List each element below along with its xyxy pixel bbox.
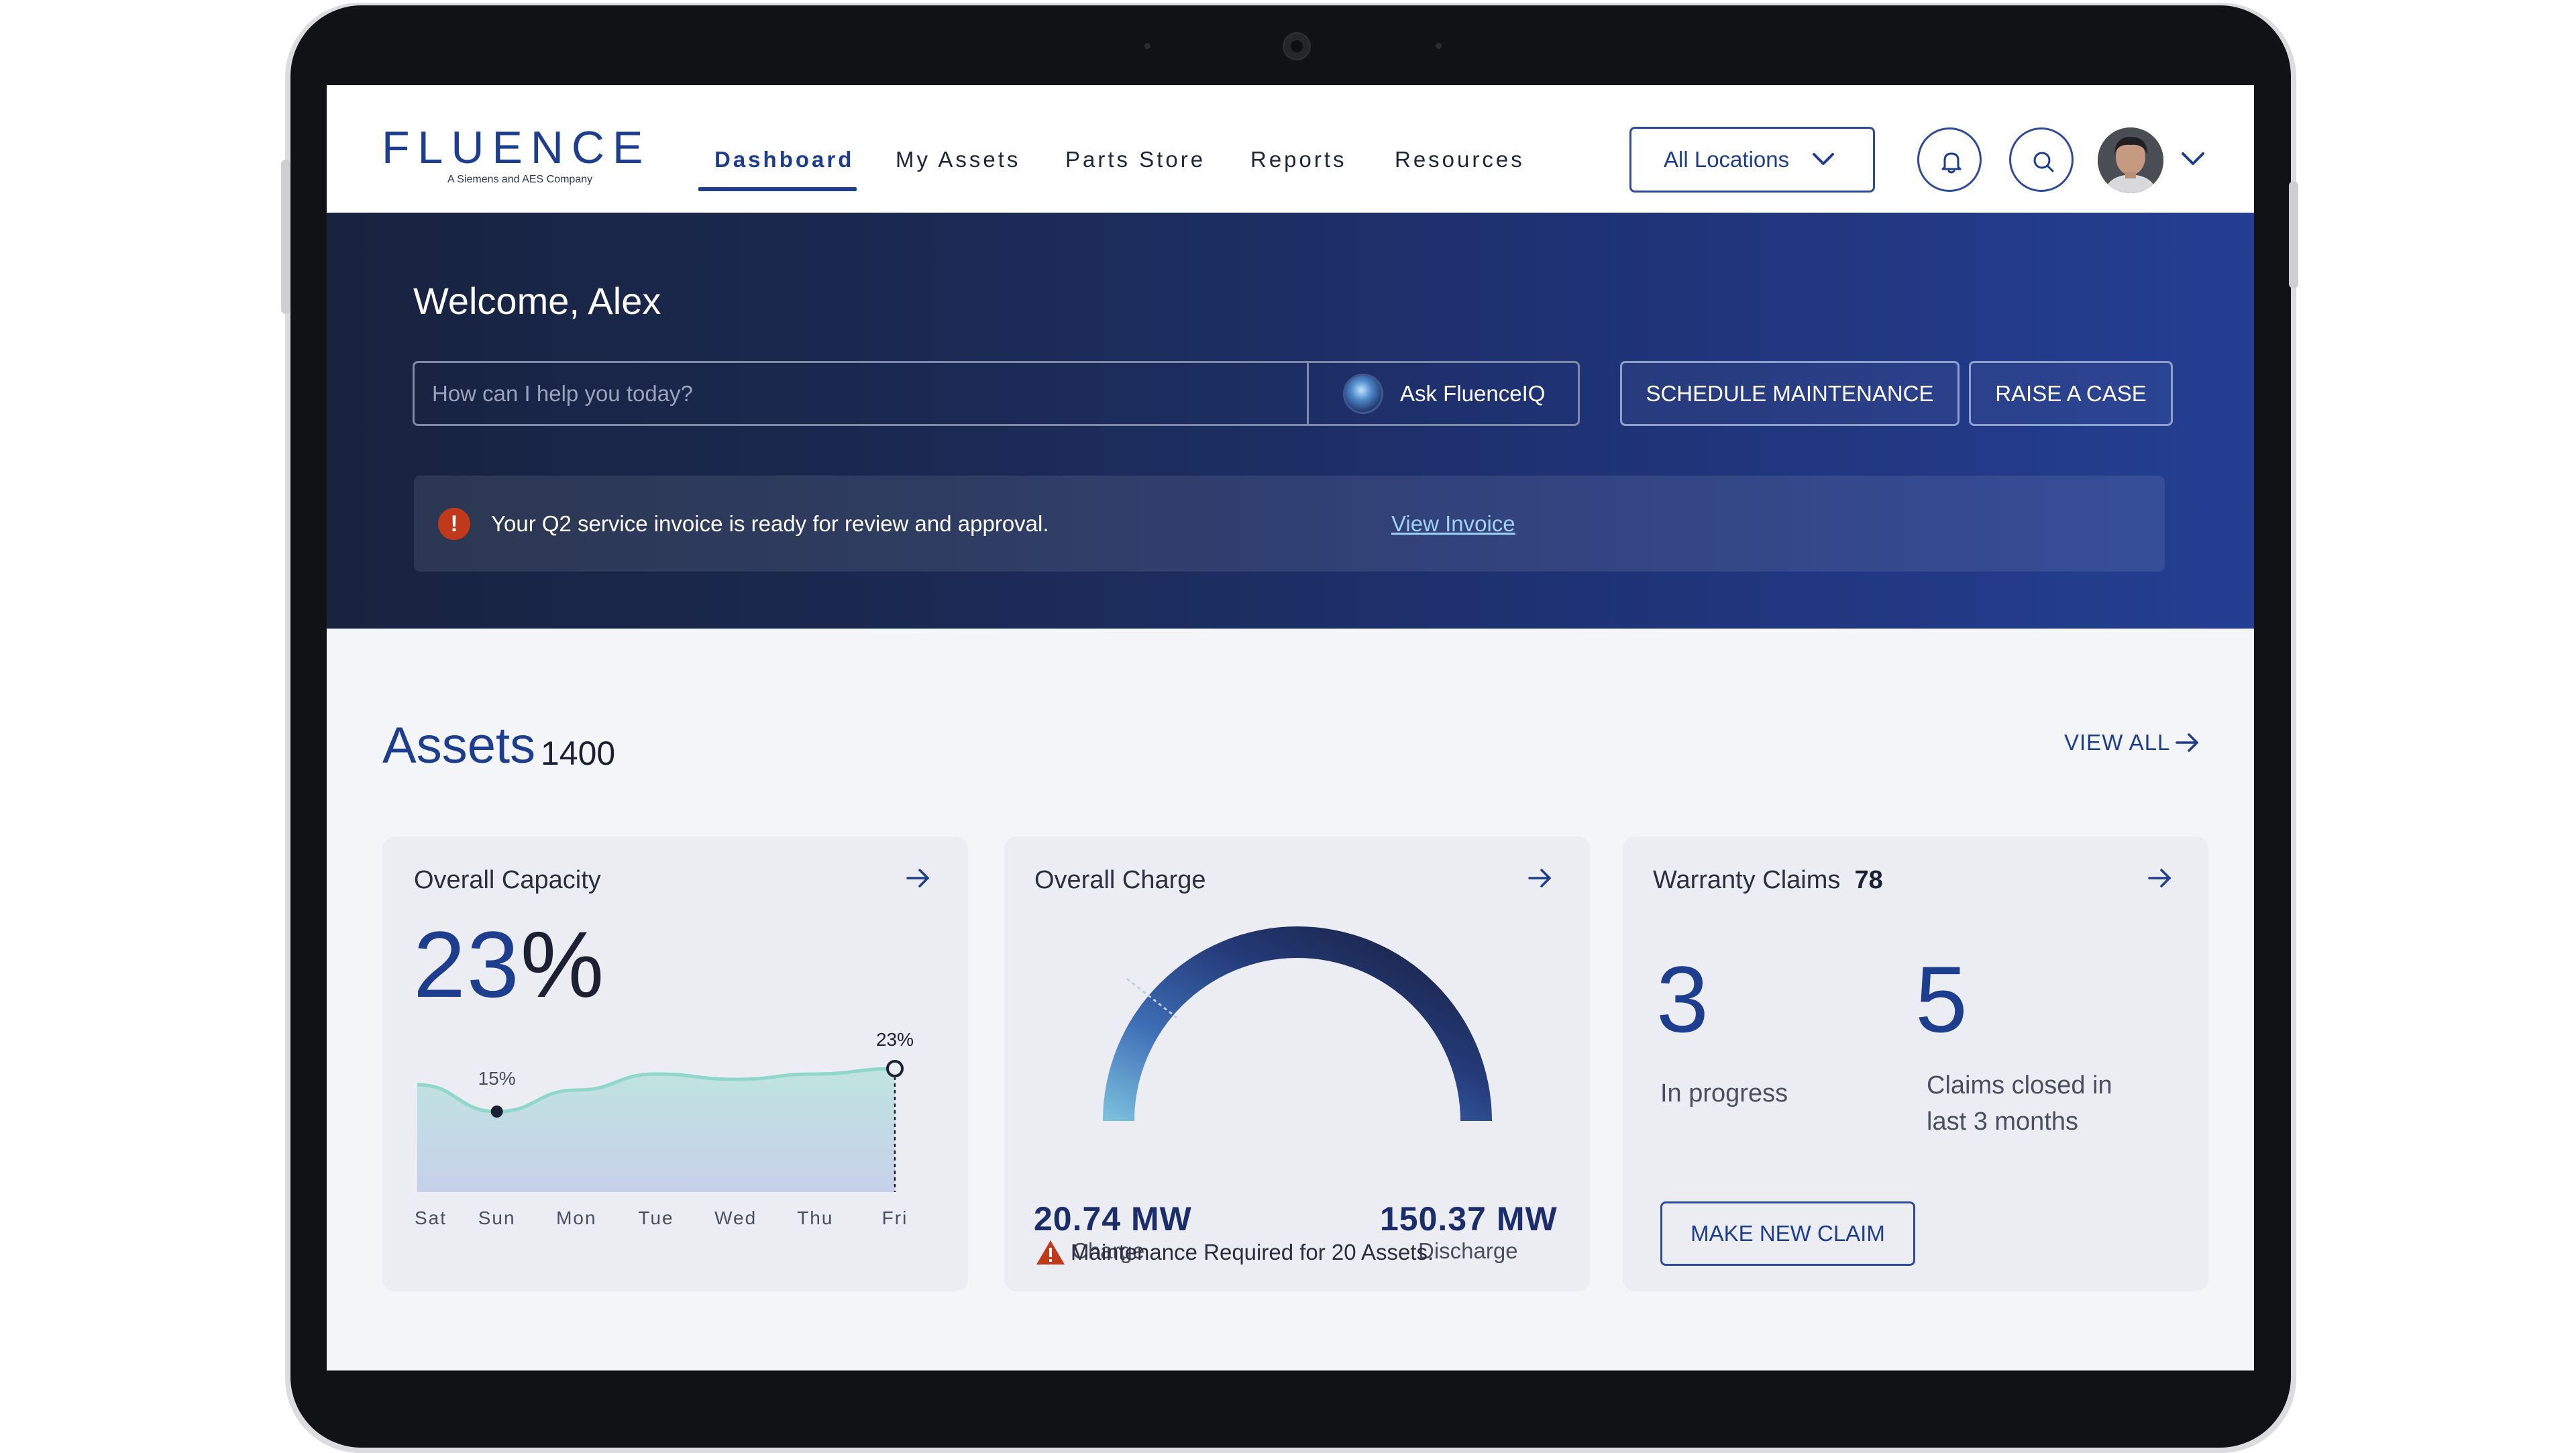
capacity-current-label: 23%: [876, 1029, 914, 1050]
nav-dashboard[interactable]: Dashboard: [714, 147, 855, 172]
capacity-value: 23: [413, 912, 521, 1017]
card-title: Warranty Claims 78: [1653, 865, 1883, 896]
raise-case-button[interactable]: RAISE A CASE: [1969, 361, 2173, 426]
charge-gauge: [1103, 926, 1492, 1121]
assistant-search-box: Ask FluenceIQ: [413, 361, 1580, 426]
view-invoice-link[interactable]: View Invoice: [1391, 511, 1515, 536]
discharge-value: 150.37 MW: [1380, 1200, 1558, 1238]
avatar-image: [2098, 127, 2163, 193]
side-button: [2289, 181, 2298, 288]
nav-active-indicator: [698, 187, 857, 191]
assistant-search-input[interactable]: [415, 363, 1307, 424]
x-tick-label: Sun: [478, 1207, 516, 1228]
welcome-banner: Welcome, Alex Ask FluenceIQ SCHEDULE MAI…: [327, 213, 2254, 629]
capacity-current-point: [886, 1060, 904, 1077]
x-tick-label: Fri: [882, 1207, 908, 1228]
brand-logo[interactable]: FLUENCE: [382, 122, 651, 173]
claims-in-progress-value: 3: [1656, 947, 1709, 1052]
location-select-value: All Locations: [1664, 147, 1790, 172]
top-header: FLUENCE A Siemens and AES Company Dashbo…: [327, 85, 2254, 213]
location-select[interactable]: All Locations: [1629, 127, 1875, 193]
arrow-right-icon[interactable]: [2147, 866, 2174, 890]
arrow-right-icon[interactable]: [2174, 731, 2201, 755]
x-tick-label: Wed: [714, 1207, 757, 1228]
camera: [1283, 32, 1311, 60]
ask-fluenceiq-label: Ask FluenceIQ: [1400, 381, 1546, 406]
welcome-heading: Welcome, Alex: [413, 280, 661, 322]
side-button: [281, 160, 290, 314]
x-tick-label: Tue: [638, 1207, 674, 1228]
card-title: Overall Capacity: [414, 866, 601, 894]
bell-icon: [1941, 152, 1962, 174]
search-icon: [2033, 152, 2054, 172]
nav-my-assets[interactable]: My Assets: [896, 147, 1021, 172]
arrow-right-icon[interactable]: [905, 866, 932, 890]
capacity-area-fill: [417, 1069, 895, 1192]
fluenceiq-orb-icon: [1345, 376, 1381, 412]
search-divider: [1307, 363, 1309, 424]
chevron-down-icon: [1813, 153, 1834, 165]
sensor-dot: [1436, 43, 1442, 49]
nav-reports[interactable]: Reports: [1250, 147, 1347, 172]
view-all-link[interactable]: VIEW ALL: [2064, 730, 2171, 755]
x-tick-label: Thu: [797, 1207, 833, 1228]
maintenance-warning-text: Maintenance Required for 20 Assets.: [1071, 1240, 1434, 1264]
card-title: Overall Charge: [1034, 866, 1206, 894]
charge-label: Charge: [1072, 1238, 1145, 1263]
ask-fluenceiq-button[interactable]: Ask FluenceIQ: [1309, 363, 1578, 424]
assets-title: Assets: [382, 717, 536, 774]
nav-parts-store[interactable]: Parts Store: [1065, 147, 1206, 172]
capacity-area-chart: 15% 23% Sat Sun Mon Tue Wed Thu Fri: [415, 1029, 914, 1228]
claims-closed-label: Claims closed in last 3 months: [1927, 1071, 2112, 1136]
warranty-count: 78: [1854, 866, 1883, 894]
gauge-arc: [1103, 926, 1492, 1121]
app-screen: FLUENCE A Siemens and AES Company Dashbo…: [327, 85, 2254, 1370]
warranty-title: Warranty Claims: [1653, 866, 1841, 894]
x-tick-label: Mon: [556, 1207, 596, 1228]
avatar[interactable]: [2098, 127, 2163, 193]
overall-charge-card[interactable]: Overall Charge 20.74 MW Charge 150.37 MW…: [1004, 837, 1590, 1291]
charge-value: 20.74 MW: [1034, 1200, 1192, 1238]
warranty-claims-card[interactable]: Warranty Claims 78 3 In progress 5 Claim…: [1623, 837, 2208, 1291]
profile-menu-chevron-icon[interactable]: [2180, 150, 2206, 168]
sensor-dot: [1144, 43, 1150, 49]
assets-count: 1400: [541, 735, 616, 772]
capacity-unit: %: [520, 912, 606, 1017]
overall-capacity-card[interactable]: Overall Capacity 23% 15% 23% Sat Sun Mon Tu…: [382, 837, 968, 1291]
claims-in-progress-label: In progress: [1660, 1079, 1788, 1108]
notifications-button[interactable]: [1917, 127, 1982, 192]
brand-tagline: A Siemens and AES Company: [447, 174, 593, 185]
capacity-percentage: 23%: [413, 914, 605, 1015]
alert-message: Your Q2 service invoice is ready for rev…: [491, 511, 1049, 536]
invoice-alert: ! Your Q2 service invoice is ready for r…: [414, 476, 2165, 572]
schedule-maintenance-button[interactable]: SCHEDULE MAINTENANCE: [1620, 361, 1960, 426]
alert-icon: !: [438, 508, 470, 540]
capacity-min-point: [490, 1106, 503, 1118]
x-tick-label: Sat: [415, 1207, 447, 1228]
warning-icon: [1036, 1240, 1065, 1264]
claims-closed-value: 5: [1915, 947, 1968, 1052]
nav-resources[interactable]: Resources: [1395, 147, 1525, 172]
search-button[interactable]: [2009, 127, 2074, 192]
capacity-min-label: 15%: [478, 1068, 516, 1089]
arrow-right-icon[interactable]: [1527, 866, 1554, 890]
discharge-label: Discharge: [1418, 1238, 1518, 1263]
make-new-claim-button[interactable]: MAKE NEW CLAIM: [1660, 1201, 1915, 1266]
